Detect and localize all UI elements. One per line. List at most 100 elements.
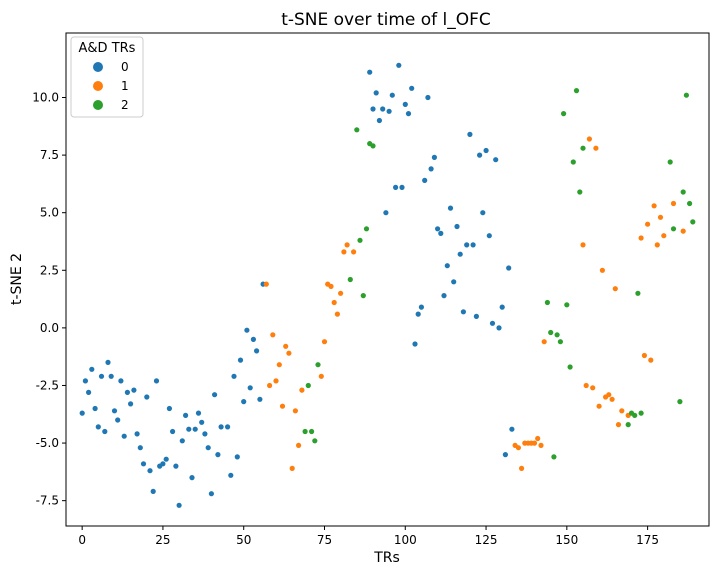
data-point-series-2-14	[551, 454, 557, 460]
data-point-series-2-2	[309, 428, 315, 435]
data-point-series-1-0	[263, 281, 269, 287]
y-tick-label-2: -2.5	[36, 378, 59, 392]
x-tick-label-2: 50	[236, 533, 251, 547]
x-tick-label-0: 0	[78, 533, 86, 547]
data-point-series-1-5	[279, 403, 286, 409]
data-point-series-2-13	[548, 329, 554, 336]
data-point-series-0-46	[231, 373, 237, 379]
data-point-series-0-76	[431, 154, 437, 160]
data-point-series-0-42	[215, 452, 221, 458]
data-point-series-1-7	[286, 350, 292, 356]
legend-label-0: 0	[121, 60, 129, 74]
data-point-series-0-13	[121, 433, 127, 439]
data-point-series-0-14	[124, 389, 130, 395]
data-point-series-0-58	[373, 90, 379, 96]
legend-box	[70, 36, 144, 118]
data-point-series-0-62	[386, 108, 392, 114]
data-point-series-0-72	[418, 304, 424, 310]
data-point-series-2-31	[677, 399, 683, 405]
data-point-series-0-80	[444, 263, 450, 269]
data-point-series-0-79	[441, 293, 447, 299]
data-point-series-0-90	[477, 152, 483, 158]
data-point-series-0-98	[502, 452, 508, 458]
data-point-series-0-54	[257, 396, 263, 402]
y-axis-label: t-SNE 2	[9, 253, 25, 305]
data-point-series-0-84	[457, 251, 463, 257]
data-point-series-0-17	[134, 431, 140, 437]
x-tick-label-1: 25	[155, 533, 170, 547]
data-point-series-1-19	[341, 249, 347, 255]
data-point-series-0-94	[489, 320, 496, 326]
data-point-series-0-25	[160, 461, 166, 467]
x-tick-label-5: 125	[475, 533, 498, 547]
data-point-series-0-91	[480, 210, 486, 216]
x-axis-label: TRs	[373, 550, 400, 566]
data-point-series-1-24	[519, 465, 525, 471]
x-tick-label-7: 175	[636, 533, 659, 547]
data-point-series-0-40	[208, 491, 214, 497]
data-point-series-1-12	[318, 373, 324, 379]
data-point-series-0-41	[212, 392, 218, 398]
legend-marker-0	[93, 62, 103, 72]
data-point-series-0-32	[183, 412, 189, 418]
legend-label-2: 2	[121, 98, 129, 112]
data-point-series-2-16	[557, 339, 564, 345]
x-tick-label-4: 100	[394, 533, 417, 547]
data-point-series-1-30	[538, 442, 544, 448]
data-point-series-0-21	[147, 468, 153, 474]
data-point-series-2-26	[632, 412, 638, 418]
data-point-series-2-32	[680, 189, 686, 195]
data-point-series-2-0	[302, 428, 308, 435]
data-point-series-0-83	[454, 223, 460, 230]
data-point-series-0-34	[189, 475, 195, 481]
data-point-series-1-10	[296, 442, 302, 448]
data-point-series-0-74	[425, 94, 431, 101]
data-point-series-1-18	[338, 290, 344, 296]
data-point-series-0-4	[92, 405, 98, 412]
data-point-series-0-86	[464, 242, 470, 248]
y-tick-label-1: -5.0	[36, 436, 59, 450]
data-point-series-0-95	[493, 157, 499, 163]
data-point-series-0-30	[176, 502, 182, 508]
data-point-series-0-22	[150, 488, 156, 494]
data-point-series-0-26	[163, 456, 169, 462]
data-point-series-0-68	[405, 111, 412, 117]
data-point-series-2-8	[360, 293, 366, 299]
data-point-series-0-87	[467, 131, 473, 137]
data-point-series-1-15	[328, 283, 334, 289]
legend: A&D TRs 0 1 2	[70, 36, 144, 118]
data-point-series-0-31	[179, 438, 185, 444]
data-point-series-0-47	[234, 454, 240, 460]
data-point-series-2-12	[544, 299, 551, 306]
data-point-series-0-69	[409, 85, 415, 91]
data-point-series-0-51	[247, 385, 253, 391]
data-point-series-0-1	[82, 378, 88, 384]
data-point-series-2-9	[363, 226, 370, 232]
data-point-series-1-32	[580, 242, 586, 248]
data-point-series-1-33	[583, 382, 589, 389]
data-point-series-0-8	[105, 359, 111, 365]
data-point-series-0-39	[205, 445, 211, 451]
data-point-series-1-44	[619, 408, 625, 414]
data-point-series-0-0	[79, 410, 85, 416]
data-point-series-0-66	[399, 184, 405, 190]
x-tick-label-6: 150	[555, 533, 578, 547]
data-point-series-1-49	[648, 357, 654, 363]
data-point-series-1-21	[351, 249, 357, 255]
data-point-series-1-42	[612, 286, 618, 292]
data-point-series-1-53	[661, 233, 667, 239]
data-point-series-0-28	[170, 428, 176, 435]
data-point-series-1-48	[645, 221, 651, 227]
legend-title: A&D TRs	[79, 41, 136, 56]
data-point-series-0-6	[98, 373, 105, 379]
data-point-series-2-4	[315, 362, 321, 368]
data-point-series-1-34	[586, 136, 593, 142]
data-point-series-2-33	[683, 92, 690, 98]
data-point-series-1-4	[276, 362, 282, 368]
data-point-series-1-1	[267, 382, 273, 389]
y-tick-label-3: 0.0	[40, 321, 59, 335]
data-point-series-0-65	[396, 62, 402, 68]
data-point-series-1-31	[541, 339, 547, 345]
data-point-series-2-29	[667, 159, 673, 165]
data-point-series-0-5	[95, 424, 101, 430]
